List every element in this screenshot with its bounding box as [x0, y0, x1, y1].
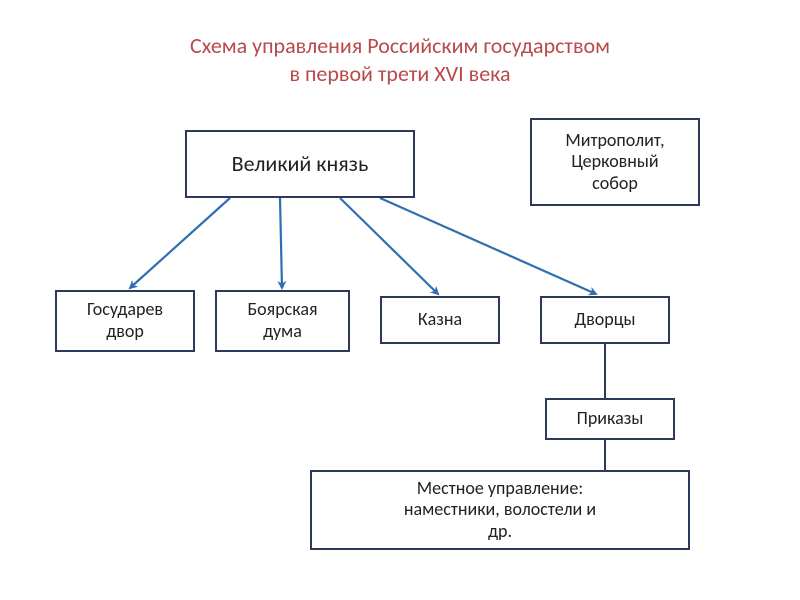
node-grand_prince: Великий князь — [185, 130, 415, 198]
node-local_gov: Местное управление:наместники, волостели… — [310, 470, 690, 550]
arrow-grand_prince-to-dvortsy — [380, 198, 596, 294]
diagram-title: Схема управления Российским государством… — [100, 32, 700, 87]
arrow-grand_prince-to-kazna — [340, 198, 438, 294]
diagram-title-line: в первой трети XVI века — [100, 60, 700, 88]
node-label: Местное управление:наместники, волостели… — [404, 478, 596, 543]
diagram-title-line: Схема управления Российским государством — [100, 32, 700, 60]
node-gosudarev_dvor: Государевдвор — [55, 290, 195, 352]
node-prikazy: Приказы — [545, 398, 675, 440]
arrow-grand_prince-to-gosudarev_dvor — [130, 198, 230, 288]
node-boyar_duma: Боярскаядума — [215, 290, 350, 352]
node-label: Митрополит,Церковныйсобор — [565, 130, 664, 195]
node-label: Боярскаядума — [247, 299, 317, 342]
node-metropolitan: Митрополит,Церковныйсобор — [530, 118, 700, 206]
node-kazna: Казна — [380, 296, 500, 344]
arrow-grand_prince-to-boyar_duma — [280, 198, 282, 288]
node-dvortsy: Дворцы — [540, 296, 670, 344]
node-label: Государевдвор — [87, 299, 163, 342]
